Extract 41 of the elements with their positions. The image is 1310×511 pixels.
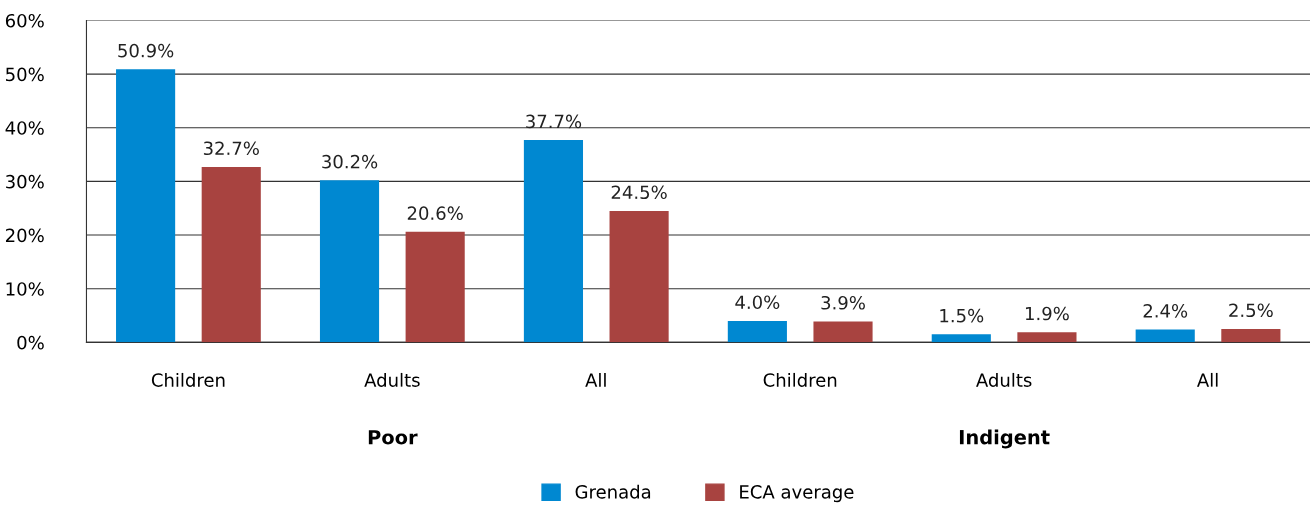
text: Poor — [368, 430, 418, 445]
x-tick-label: Children — [151, 372, 225, 387]
legend-label: ECA average — [740, 485, 854, 503]
bar — [813, 321, 873, 343]
bar — [116, 69, 176, 343]
data-label: 24.5% — [611, 185, 667, 200]
data-label: 32.7% — [203, 141, 259, 156]
bar — [319, 180, 380, 343]
bar — [523, 140, 584, 343]
bar — [405, 231, 465, 343]
y-tick-label: 0% — [17, 335, 44, 350]
y-tick-label: 50% — [6, 67, 44, 82]
bar — [201, 166, 261, 343]
bar — [1017, 332, 1077, 343]
legend-label: Grenada — [575, 484, 651, 499]
data-label: 4.0% — [735, 295, 780, 310]
bar — [1221, 328, 1281, 343]
x-tick-label: All — [1196, 372, 1218, 387]
bar — [609, 210, 669, 343]
bar — [931, 334, 991, 343]
data-label: 50.9% — [118, 43, 174, 58]
bar — [727, 320, 787, 343]
x-tick-label: All — [585, 372, 606, 387]
data-label: 2.5% — [1229, 303, 1273, 318]
bar — [1135, 329, 1195, 343]
y-tick-label: 10% — [6, 282, 44, 296]
data-label: 1.5% — [940, 308, 984, 323]
y-tick-label: 60% — [5, 13, 44, 28]
data-label: 3.9% — [821, 295, 865, 310]
y-tick-label: 40% — [5, 121, 44, 135]
x-tick-label: Children — [763, 372, 837, 387]
data-label: 20.6% — [407, 206, 463, 221]
y-tick-label: 30% — [6, 174, 44, 189]
data-label: 2.4% — [1143, 304, 1188, 318]
x-tick-label: Adults — [976, 372, 1032, 387]
text: Indigent — [959, 429, 1050, 449]
data-label: 30.2% — [322, 154, 378, 169]
data-label: 1.9% — [1025, 306, 1069, 321]
y-tick-label: 20% — [5, 228, 44, 243]
x-tick-label: Adults — [364, 372, 420, 387]
data-label: 37.7% — [526, 114, 582, 129]
